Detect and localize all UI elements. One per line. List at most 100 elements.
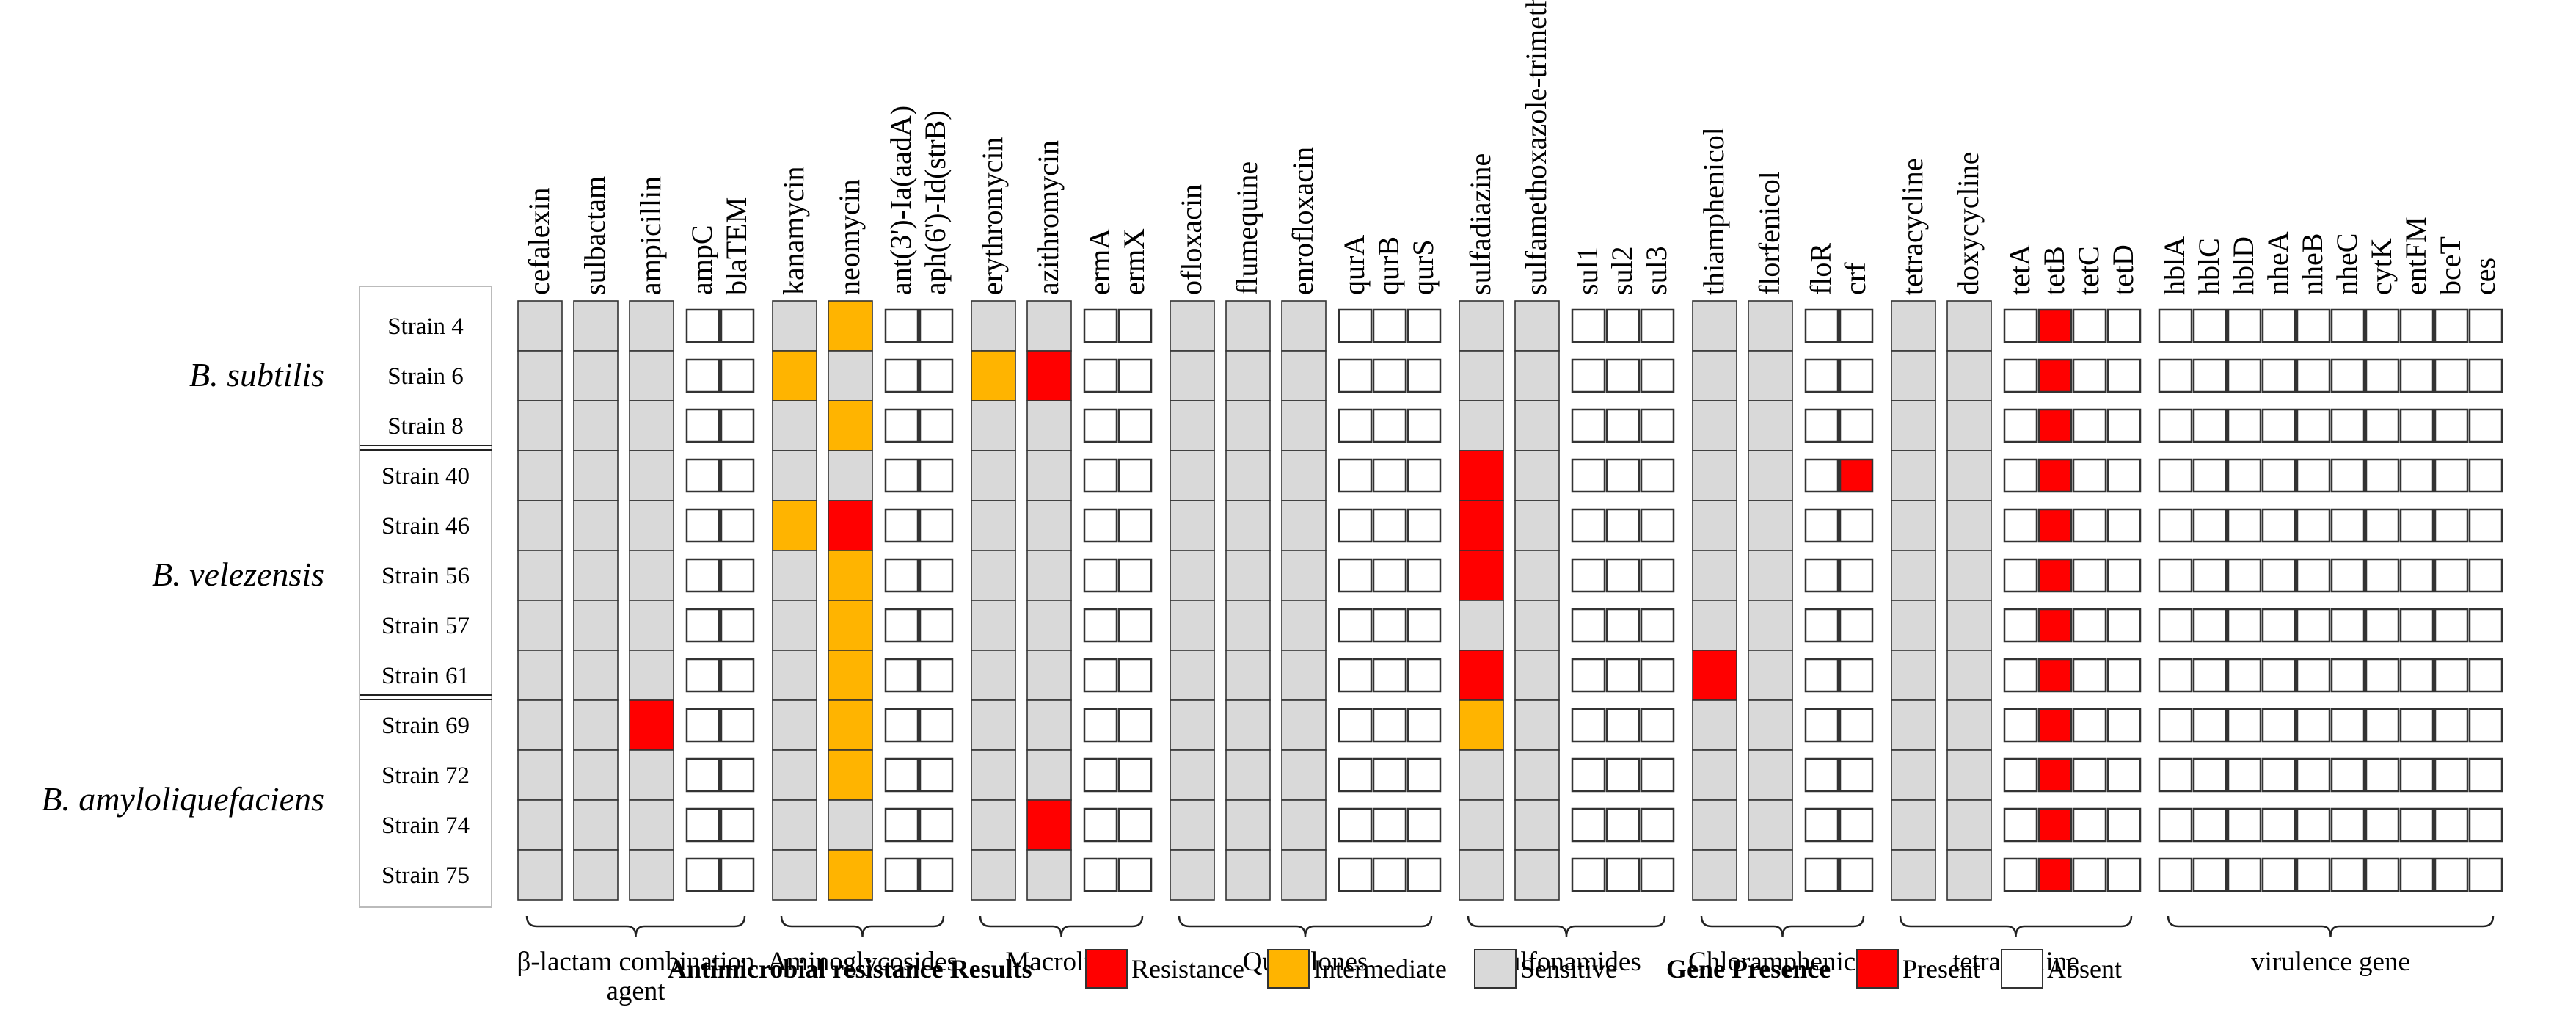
heatmap-cell <box>1026 849 1072 901</box>
heatmap-cell <box>2296 358 2331 393</box>
heatmap-cell <box>1891 550 1936 601</box>
heatmap-cell <box>517 400 563 451</box>
heatmap-cell <box>1372 458 1407 493</box>
heatmap-cell <box>1372 708 1407 743</box>
heatmap-cell <box>2037 558 2073 593</box>
column-label-hbla: hblA <box>2158 236 2191 295</box>
heatmap-cell <box>2399 358 2434 393</box>
heatmap-cell <box>2003 558 2038 593</box>
heatmap-cell <box>2106 308 2142 343</box>
heatmap-cell <box>573 799 619 851</box>
heatmap-cell <box>1748 799 1793 851</box>
heatmap-cell <box>629 600 674 651</box>
heatmap-cell <box>971 400 1016 451</box>
heatmap-cell <box>1640 857 1675 892</box>
strain-label: Strain 75 <box>382 862 470 889</box>
heatmap-cell <box>720 807 755 843</box>
heatmap-cell <box>1170 550 1215 601</box>
heatmap-cell <box>1281 400 1327 451</box>
heatmap-cell <box>1406 658 1442 693</box>
heatmap-cell <box>1514 400 1560 451</box>
heatmap-cell <box>919 408 954 443</box>
heatmap-cell <box>517 699 563 751</box>
heatmap-cell <box>2003 658 2038 693</box>
heatmap-cell <box>2227 308 2262 343</box>
heatmap-cell <box>1804 508 1839 543</box>
group-brace <box>1700 915 1865 937</box>
heatmap-cell <box>2106 708 2142 743</box>
column-label-hblc: hblC <box>2192 238 2225 295</box>
heatmap-cell <box>1083 608 1118 643</box>
heatmap-cell <box>1338 658 1373 693</box>
strain-label: Strain 6 <box>387 363 464 390</box>
column-label-nhea: nheA <box>2261 231 2294 295</box>
heatmap-cell <box>1338 458 1373 493</box>
column-label-sulfadiazine: sulfadiazine <box>1464 153 1497 295</box>
heatmap-cell <box>2158 308 2193 343</box>
heatmap-cell <box>2227 508 2262 543</box>
heatmap-cell <box>2158 708 2193 743</box>
heatmap-cell <box>1170 450 1215 501</box>
heatmap-cell <box>2227 708 2262 743</box>
heatmap-cell <box>2192 708 2227 743</box>
heatmap-cell <box>1640 658 1675 693</box>
heatmap-cell <box>1839 708 1874 743</box>
group-brace <box>2167 915 2495 937</box>
heatmap-cell <box>2106 807 2142 843</box>
heatmap-cell <box>1459 600 1504 651</box>
heatmap-cell <box>1083 807 1118 843</box>
column-label-flor: floR <box>1804 243 1837 295</box>
heatmap-cell <box>2261 458 2296 493</box>
heatmap-cell <box>2296 857 2331 892</box>
heatmap-cell <box>2365 558 2400 593</box>
heatmap-cell <box>573 650 619 701</box>
heatmap-cell <box>2365 508 2400 543</box>
heatmap-cell <box>2192 857 2227 892</box>
heatmap-cell <box>1946 749 1992 801</box>
heatmap-cell <box>1281 550 1327 601</box>
column-label-cytk: cytK <box>2365 238 2398 295</box>
heatmap-cell <box>1514 350 1560 401</box>
column-label-doxycycline: doxycycline <box>1952 152 1985 296</box>
heatmap-cell <box>685 558 720 593</box>
heatmap-cell <box>1640 608 1675 643</box>
heatmap-cell <box>2261 608 2296 643</box>
heatmap-cell <box>685 857 720 892</box>
heatmap-cell <box>1372 358 1407 393</box>
heatmap-cell <box>2192 558 2227 593</box>
column-label-ces: ces <box>2468 258 2501 295</box>
heatmap-cell <box>1372 757 1407 793</box>
heatmap-cell <box>2037 658 2073 693</box>
heatmap-cell <box>1514 550 1560 601</box>
heatmap-cell <box>1605 558 1641 593</box>
heatmap-cell <box>685 608 720 643</box>
heatmap-cell <box>1514 650 1560 701</box>
heatmap-cell <box>2261 508 2296 543</box>
column-label-erythromycin: erythromycin <box>976 137 1009 296</box>
heatmap-cell <box>1640 807 1675 843</box>
column-label-kanamycin: kanamycin <box>777 167 810 296</box>
heatmap-cell <box>1026 400 1072 451</box>
heatmap-cell <box>1281 450 1327 501</box>
strain-label: Strain 74 <box>382 812 470 839</box>
species-label-b-amyloliquefaciens: B. amyloliquefaciens <box>41 780 324 818</box>
heatmap-cell <box>2037 608 2073 643</box>
heatmap-cell <box>2261 807 2296 843</box>
heatmap-cell <box>1804 458 1839 493</box>
group-label-chloramphenicol: Chloramphenicol <box>1688 947 1877 977</box>
heatmap-cell <box>772 650 817 701</box>
legend-swatch <box>1267 949 1310 989</box>
strain-label: Strain 56 <box>382 563 470 589</box>
heatmap-cell <box>2330 358 2365 393</box>
heatmap-cell <box>1083 358 1118 393</box>
heatmap-cell <box>2227 408 2262 443</box>
heatmap-cell <box>1839 757 1874 793</box>
heatmap-cell <box>1692 650 1737 701</box>
heatmap-cell <box>1026 300 1072 352</box>
heatmap-cell <box>971 699 1016 751</box>
heatmap-cell <box>1459 849 1504 901</box>
strain-label: Strain 61 <box>382 663 470 689</box>
heatmap-cell <box>573 350 619 401</box>
heatmap-cell <box>2296 757 2331 793</box>
heatmap-cell <box>629 300 674 352</box>
